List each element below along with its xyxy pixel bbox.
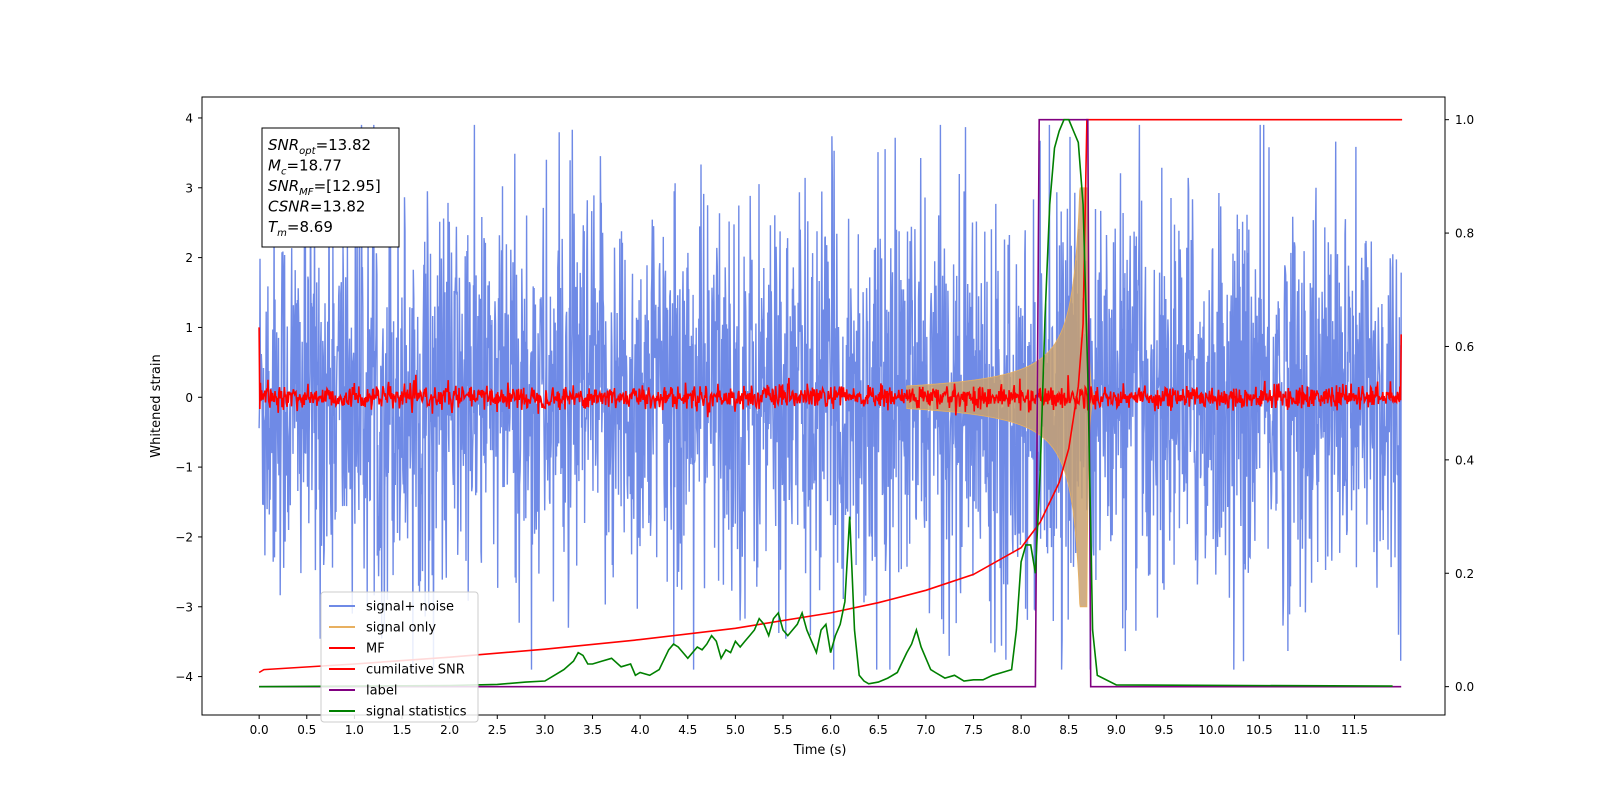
y-tick-label: −1 — [175, 461, 193, 475]
y-tick-label: 3 — [185, 181, 193, 195]
annotation-line: Tm=8.69 — [268, 218, 333, 239]
y-axis-right: 0.0 0.2 0.4 0.6 0.8 1.0 — [1445, 113, 1474, 694]
x-tick-label: 9.0 — [1107, 723, 1126, 737]
x-tick-label: 0.5 — [297, 723, 316, 737]
x-tick-label: 4.5 — [678, 723, 697, 737]
x-tick-label: 7.0 — [916, 723, 935, 737]
x-tick-label: 3.5 — [583, 723, 602, 737]
x-tick-label: 10.5 — [1246, 723, 1273, 737]
x-tick-label: 2.0 — [440, 723, 459, 737]
series-line-signal-statistics — [259, 118, 1393, 688]
x-tick-label: 7.5 — [964, 723, 983, 737]
y-axis-left: −4 −3 −2 −1 0 1 2 3 4 — [175, 111, 202, 684]
x-tick-label: 8.0 — [1012, 723, 1031, 737]
y-tick-label: 4 — [185, 111, 193, 125]
y2-tick-label: 0.4 — [1455, 453, 1474, 467]
x-axis-label: Time (s) — [793, 743, 847, 758]
y-tick-label: 1 — [185, 321, 193, 335]
left-axis-series — [258, 124, 1402, 670]
legend-label-label: label — [366, 684, 397, 699]
x-tick-label: 1.5 — [392, 723, 411, 737]
x-tick-label: 6.0 — [821, 723, 840, 737]
series-line-mf — [258, 327, 1402, 418]
annotation-line: Mc=18.77 — [268, 157, 342, 178]
annotation-frame — [261, 127, 400, 248]
legend-label-cumilative-snr: cumilative SNR — [366, 663, 465, 678]
x-tick-label: 5.5 — [773, 723, 792, 737]
y2-tick-label: 0.8 — [1455, 227, 1474, 241]
y2-tick-label: 0.0 — [1455, 680, 1474, 694]
y-tick-label: 2 — [185, 251, 193, 265]
x-tick-label: 5.0 — [726, 723, 745, 737]
plot-frame — [201, 96, 1446, 716]
stats-annotation-box: SNRopt=13.82Mc=18.77SNRMF=[12.95]CSNR=13… — [261, 127, 400, 248]
y2-tick-label: 1.0 — [1455, 113, 1474, 127]
x-tick-label: 1.0 — [345, 723, 364, 737]
x-tick-label: 0.0 — [250, 723, 269, 737]
y-tick-label: 0 — [185, 391, 193, 405]
series-line-signal-noise — [258, 124, 1402, 670]
legend: signal+ noise signal only MF cumilative SNR… — [320, 591, 479, 723]
x-tick-label: 3.0 — [535, 723, 554, 737]
x-tick-label: 2.5 — [488, 723, 507, 737]
legend-label-mf: MF — [366, 642, 385, 657]
legend-frame — [320, 591, 479, 723]
y2-tick-label: 0.6 — [1455, 340, 1474, 354]
x-tick-label: 10.0 — [1198, 723, 1225, 737]
legend-label-signal-statistics: signal statistics — [366, 705, 467, 720]
x-tick-label: 4.0 — [631, 723, 650, 737]
x-tick-label: 11.5 — [1341, 723, 1368, 737]
annotation-line: SNRopt=13.82 — [268, 136, 371, 157]
y-axis-label: Whitened strain — [149, 354, 164, 457]
annotation-line: SNRMF=[12.95] — [268, 177, 381, 198]
legend-label-signal-only: signal only — [366, 621, 436, 636]
y2-tick-label: 0.2 — [1455, 567, 1474, 581]
x-tick-label: 8.5 — [1059, 723, 1078, 737]
y-tick-label: −4 — [175, 670, 193, 684]
y-tick-label: −2 — [175, 530, 193, 544]
x-tick-label: 11.0 — [1294, 723, 1321, 737]
y-tick-label: −3 — [175, 600, 193, 614]
legend-label-signal-noise: signal+ noise — [366, 600, 454, 615]
x-axis: 0.0 0.5 1.0 1.5 2.0 2.5 3.0 3.5 4.0 4.5 5.0 5.5 6.0 6… — [250, 715, 1368, 737]
x-tick-label: 6.5 — [869, 723, 888, 737]
x-tick-label: 9.5 — [1154, 723, 1173, 737]
annotation-line: CSNR=13.82 — [268, 198, 365, 216]
